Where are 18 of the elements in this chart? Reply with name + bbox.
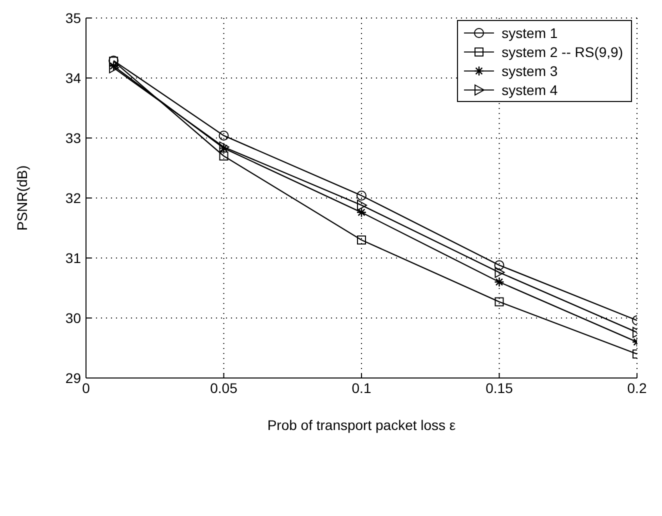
x-tick-label: 0.15 <box>486 380 514 396</box>
legend-label: system 2 -- RS(9,9) <box>502 44 623 60</box>
x-tick-label: 0.1 <box>352 380 372 396</box>
y-tick-label: 33 <box>65 130 82 146</box>
y-axis-title: PSNR(dB) <box>14 165 30 231</box>
legend-label: system 3 <box>502 62 558 78</box>
y-tick-label: 32 <box>65 190 82 206</box>
legend-label: system 4 <box>502 82 558 98</box>
y-tick-label: 30 <box>65 310 82 326</box>
y-tick-label: 31 <box>65 250 82 266</box>
x-tick-label: 0.2 <box>627 380 647 396</box>
x-tick-label: 0.05 <box>210 380 238 396</box>
y-tick-label: 34 <box>65 70 82 86</box>
x-tick-label: 0 <box>82 380 90 396</box>
legend-label: system 1 <box>502 24 558 40</box>
x-axis-title: Prob of transport packet loss ε <box>267 417 456 433</box>
y-tick-label: 35 <box>65 10 82 26</box>
y-tick-label: 29 <box>65 370 82 386</box>
